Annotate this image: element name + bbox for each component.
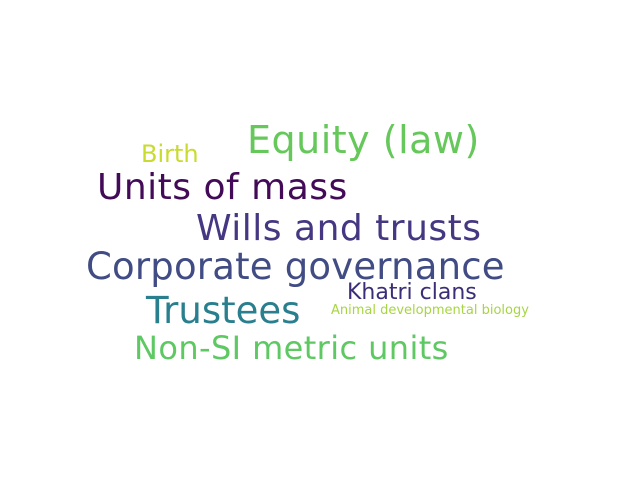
word-non-si-metric-units: Non-SI metric units <box>134 329 449 367</box>
word-units-of-mass: Units of mass <box>97 167 348 208</box>
word-wills-and-trusts: Wills and trusts <box>196 208 482 249</box>
word-corporate-governance: Corporate governance <box>86 245 505 288</box>
word-trustees: Trustees <box>146 289 301 332</box>
word-birth: Birth <box>141 140 199 168</box>
word-equity-law: Equity (law) <box>247 118 480 162</box>
word-khatri-clans: Khatri clans <box>347 280 477 305</box>
word-animal-developmental-biology: Animal developmental biology <box>331 303 529 318</box>
